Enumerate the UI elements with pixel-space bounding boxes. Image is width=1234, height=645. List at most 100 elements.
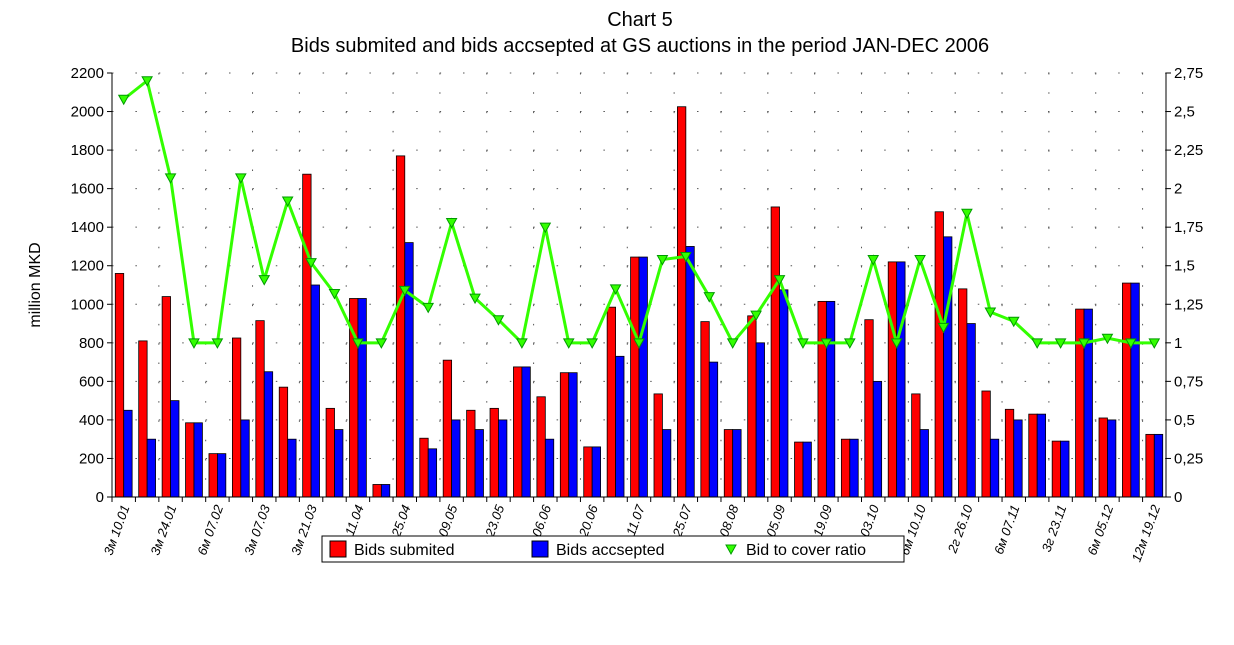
- bar: [442, 359, 453, 498]
- bar: [864, 319, 874, 498]
- ratio-marker: [773, 275, 786, 286]
- bar: [825, 300, 836, 498]
- ratio-marker: [328, 288, 341, 300]
- ratio-marker: [445, 218, 458, 229]
- bar: [840, 438, 851, 498]
- bar: [263, 371, 274, 498]
- bar: [911, 393, 921, 498]
- bar: [770, 206, 780, 498]
- bar: [1083, 308, 1093, 498]
- y2-tick-label: 2: [1174, 181, 1182, 198]
- ratio-marker: [937, 322, 950, 334]
- y2-tick-label: 2,5: [1174, 104, 1195, 121]
- y2-tick-label: 2,75: [1174, 65, 1203, 82]
- ratio-marker: [141, 76, 153, 87]
- bar: [1051, 440, 1061, 498]
- ratio-marker: [117, 94, 130, 106]
- ratio-marker: [984, 307, 997, 319]
- bar: [591, 446, 601, 498]
- bar: [989, 438, 1000, 498]
- bar: [216, 453, 227, 498]
- ratio-marker: [656, 255, 669, 266]
- y-axis-label: million MKD: [27, 242, 44, 327]
- bar: [474, 429, 484, 498]
- bar: [630, 256, 640, 498]
- x-tick-label: 3м 21.03: [288, 502, 320, 557]
- bar: [114, 273, 125, 498]
- legend-label: Bids accsepted: [556, 542, 665, 559]
- bar: [708, 361, 719, 498]
- bar: [1130, 282, 1140, 498]
- x-tick-label: 3м 24.01: [147, 503, 179, 557]
- bar: [887, 261, 898, 498]
- ratio-marker: [703, 292, 716, 303]
- bar: [1153, 433, 1164, 498]
- bar: [231, 337, 242, 498]
- ratio-marker: [1054, 338, 1067, 349]
- y-tick-label: 2200: [71, 65, 104, 82]
- bar: [404, 242, 414, 498]
- bar: [1098, 417, 1108, 498]
- bar: [677, 106, 687, 498]
- bar: [747, 315, 757, 498]
- bar: [794, 441, 804, 498]
- ratio-marker: [797, 338, 809, 349]
- ratio-marker: [1078, 338, 1090, 349]
- bar: [489, 407, 499, 498]
- bar: [1036, 413, 1047, 498]
- bar: [981, 390, 991, 498]
- bar: [380, 484, 391, 498]
- bar: [185, 422, 195, 498]
- y2-tick-label: 0: [1174, 489, 1182, 506]
- ratio-marker: [258, 275, 271, 286]
- bar: [943, 236, 953, 498]
- ratio-marker: [211, 338, 224, 349]
- ratio-marker: [539, 222, 552, 234]
- bar: [255, 320, 265, 498]
- ratio-marker: [1101, 333, 1114, 345]
- bar: [357, 298, 367, 498]
- bar: [817, 300, 827, 498]
- bar: [146, 438, 156, 498]
- bar: [427, 448, 438, 498]
- bar: [779, 289, 789, 498]
- bar: [334, 429, 344, 498]
- ratio-marker: [820, 338, 833, 349]
- y2-tick-label: 0,25: [1174, 450, 1203, 467]
- y-tick-label: 1000: [71, 296, 104, 313]
- y-tick-label: 1400: [71, 219, 104, 236]
- bar: [161, 296, 171, 498]
- bar: [372, 484, 382, 498]
- ratio-marker: [375, 338, 388, 349]
- legend-swatch: [531, 540, 549, 558]
- ratio-marker: [352, 338, 364, 349]
- bar: [1075, 308, 1085, 498]
- bar: [138, 340, 148, 498]
- ratio-marker: [726, 338, 739, 349]
- x-tick-label: 12м 19.12: [1129, 502, 1164, 564]
- bar: [310, 284, 320, 498]
- bar: [302, 173, 312, 498]
- y2-tick-label: 1,5: [1174, 258, 1195, 275]
- ratio-marker: [633, 338, 645, 349]
- bar: [498, 419, 508, 498]
- bar: [934, 211, 944, 498]
- bar: [325, 407, 335, 498]
- legend-box: [321, 535, 905, 563]
- x-tick-label: 3г 23.11: [1039, 503, 1070, 554]
- ratio-marker: [1148, 338, 1161, 349]
- bar: [559, 372, 570, 498]
- bar: [653, 393, 663, 498]
- y-tick-label: 0: [96, 489, 104, 506]
- bar: [966, 323, 976, 498]
- ratio-marker: [586, 338, 599, 349]
- ratio-marker: [609, 284, 622, 295]
- y2-tick-label: 0,75: [1174, 373, 1203, 390]
- x-tick-label: 3м 07.03: [241, 502, 273, 557]
- ratio-marker: [867, 255, 880, 266]
- x-tick-label: 6м 07.02: [194, 502, 226, 557]
- y2-tick-label: 1,25: [1174, 296, 1203, 313]
- ratio-marker: [1031, 338, 1044, 349]
- bar: [1122, 282, 1132, 498]
- ratio-marker: [398, 285, 411, 297]
